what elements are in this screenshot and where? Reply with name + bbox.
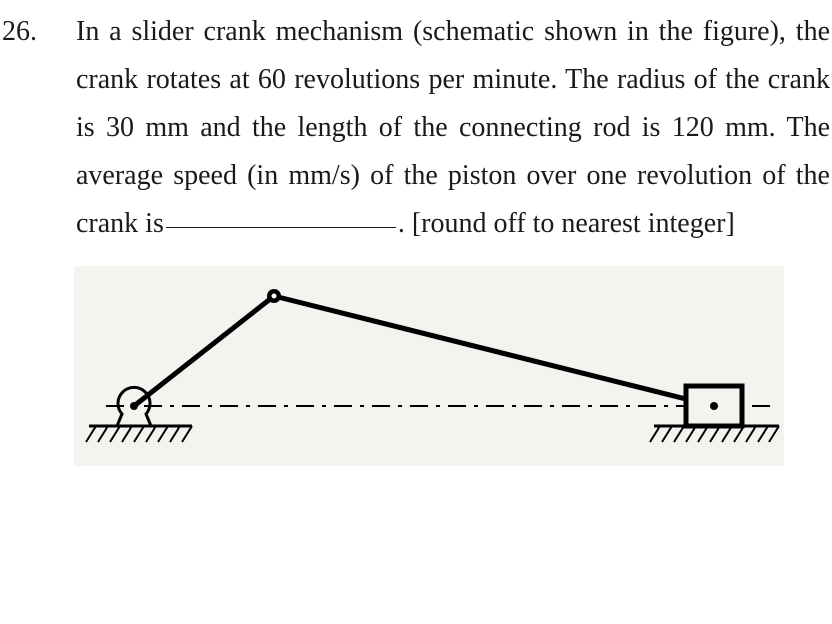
crank-rod	[134, 296, 274, 406]
answer-blank[interactable]	[166, 227, 396, 228]
question-number: 26.	[0, 8, 76, 56]
connecting-rod	[274, 296, 714, 406]
page: 26. In a slider crank mechanism (schemat…	[0, 0, 832, 624]
mechanism-diagram	[74, 266, 784, 466]
mechanism-svg	[74, 266, 784, 466]
slider-pin	[710, 402, 718, 410]
ground-left-hatches	[86, 426, 192, 442]
question-text-before: In a slider crank mechanism (schematic s…	[76, 16, 830, 239]
question-text: In a slider crank mechanism (schematic s…	[76, 8, 832, 248]
question-text-after: . [round off to nearest integer]	[398, 208, 735, 239]
question: 26. In a slider crank mechanism (schemat…	[0, 0, 832, 248]
crank-tip-pin-inner	[272, 294, 277, 299]
